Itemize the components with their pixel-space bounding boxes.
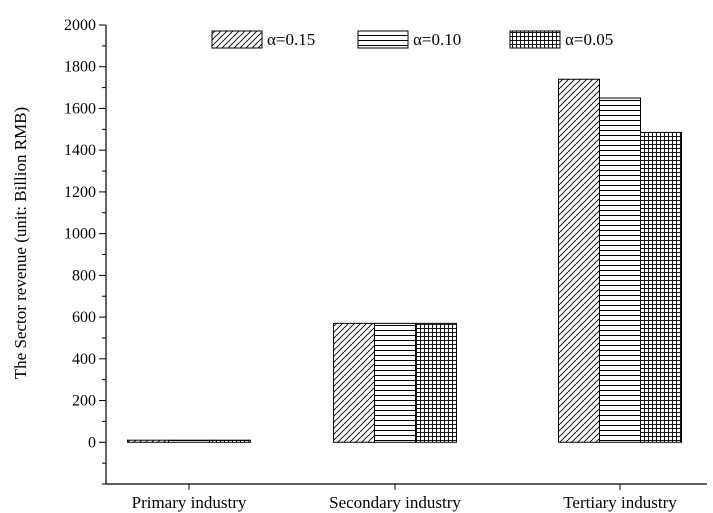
legend-swatch-1 <box>357 30 409 49</box>
x-tick-label: Tertiary industry <box>563 493 677 512</box>
x-tick-label: Secondary industry <box>329 493 461 512</box>
y-tick-label: 400 <box>72 351 96 368</box>
y-tick-label: 2000 <box>64 17 96 34</box>
y-tick-label: 800 <box>72 267 96 284</box>
y-axis-title: The Sector revenue (unit: Billion RMB) <box>11 107 30 379</box>
y-tick-label: 600 <box>72 309 96 326</box>
bar-0-2 <box>209 439 251 443</box>
bar-2-0 <box>558 78 600 443</box>
legend-label-1: α=0.10 <box>413 30 461 49</box>
bar-2-2 <box>640 131 682 443</box>
bar-1-2 <box>415 322 457 443</box>
bar-1-0 <box>333 322 375 443</box>
y-tick-label: 200 <box>72 393 96 410</box>
y-tick-label: 1400 <box>64 142 96 159</box>
legend-swatch-0 <box>211 30 263 49</box>
legend-label-2: α=0.05 <box>565 30 613 49</box>
y-axis-ticks: 0 200 400 600 800 1000 1200 1400 1600 1800 2000 <box>64 17 106 485</box>
x-tick-label: Primary industry <box>132 493 247 512</box>
legend-swatch-2 <box>509 30 561 49</box>
y-tick-label: 1600 <box>64 100 96 117</box>
legend-label-0: α=0.15 <box>267 30 315 49</box>
bars <box>127 78 682 443</box>
y-tick-label: 1800 <box>64 59 96 76</box>
bar-1-1 <box>374 322 416 443</box>
y-tick-label: 1200 <box>64 184 96 201</box>
legend: α=0.15 α=0.10 α=0.05 <box>211 30 613 49</box>
bar-0-0 <box>127 439 169 443</box>
y-tick-label: 0 <box>88 434 96 451</box>
y-tick-label: 1000 <box>64 226 96 243</box>
x-axis-labels: Primary industry Secondary industry Tertia… <box>132 484 677 512</box>
bar-2-1 <box>599 97 641 443</box>
bar-0-1 <box>168 439 210 443</box>
